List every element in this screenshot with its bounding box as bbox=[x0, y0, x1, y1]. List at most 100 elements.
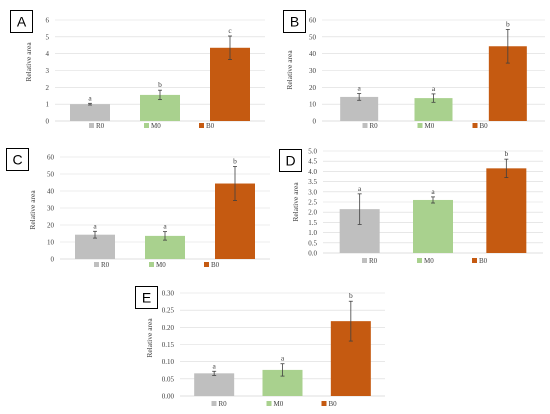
chart-panel-e: E Relative area 0.00 0.05 0.10 0.15 0.20 0.25… bbox=[135, 286, 385, 408]
legend-swatch-m0 bbox=[417, 258, 422, 263]
legend-swatch-b0 bbox=[204, 262, 209, 267]
legend-label-b0: B0 bbox=[211, 261, 220, 269]
legend-label-b0: B0 bbox=[329, 400, 338, 408]
panel-label: B bbox=[290, 14, 299, 30]
y-tick-label: 10 bbox=[309, 101, 317, 109]
legend-label-b0: B0 bbox=[206, 122, 215, 130]
y-tick-label: 0.15 bbox=[162, 341, 175, 349]
bar-b0 bbox=[210, 47, 250, 121]
y-ticks: 0.00 0.05 0.10 0.15 0.20 0.25 0.30 bbox=[162, 290, 175, 401]
y-axis-label: Relative area bbox=[28, 190, 37, 230]
y-tick-label: 2 bbox=[46, 84, 50, 92]
significance-label: b bbox=[504, 149, 508, 158]
significance-label: b bbox=[506, 19, 510, 28]
panel-label: A bbox=[17, 14, 27, 30]
legend-label-m0: M0 bbox=[156, 261, 166, 269]
y-tick-label: 30 bbox=[309, 67, 317, 75]
legend-swatch-r0 bbox=[362, 123, 368, 128]
y-tick-label: 40 bbox=[47, 188, 55, 196]
y-tick-label: 5.0 bbox=[308, 148, 317, 156]
y-tick-label: 50 bbox=[309, 33, 317, 41]
y-ticks: 0 10 20 30 40 50 60 bbox=[309, 17, 317, 126]
legend-swatch-m0 bbox=[266, 401, 272, 406]
bar-m0 bbox=[145, 235, 185, 259]
legend-swatch-r0 bbox=[362, 258, 367, 263]
y-tick-label: 3.5 bbox=[308, 178, 317, 186]
legend: R0 M0 B0 bbox=[362, 257, 488, 265]
panel-label-box bbox=[279, 149, 302, 172]
significance-label: a bbox=[431, 187, 435, 196]
chart-panel-b: B Relative area 0 10 20 30 40 50 60 a a b R0 M0 B0 bbox=[283, 10, 545, 130]
bars: a b c bbox=[70, 26, 250, 121]
panel-label: C bbox=[12, 152, 22, 168]
panel-label-box bbox=[135, 286, 158, 309]
y-ticks: 0 1 2 3 4 5 6 bbox=[46, 17, 50, 126]
y-ticks: 0.0 0.5 1.0 1.5 2.0 2.5 3.0 3.5 4.0 4.5 5.0 bbox=[308, 148, 317, 258]
y-tick-label: 0 bbox=[46, 118, 50, 126]
y-tick-label: 0.0 bbox=[308, 250, 317, 258]
legend-swatch-b0 bbox=[321, 401, 327, 406]
significance-label: a bbox=[88, 93, 92, 102]
significance-label: a bbox=[212, 361, 216, 370]
chart-panel-a: A Relative area 0 1 2 3 4 5 6 a b c R0 M0 B0 bbox=[10, 10, 265, 130]
legend-swatch-b0 bbox=[199, 123, 204, 128]
y-tick-label: 1 bbox=[46, 101, 50, 109]
legend-swatch-r0 bbox=[94, 262, 99, 267]
y-tick-label: 3.0 bbox=[308, 188, 317, 196]
y-tick-label: 4.5 bbox=[308, 158, 317, 166]
y-tick-label: 0.30 bbox=[162, 290, 175, 298]
y-tick-label: 6 bbox=[46, 17, 50, 25]
chart-panel-c: C Relative area 0 10 20 30 40 50 60 a a b R0 M0 B0 bbox=[6, 148, 270, 269]
y-tick-label: 0 bbox=[51, 256, 55, 264]
legend-label-b0: B0 bbox=[480, 122, 489, 130]
legend-label-m0: M0 bbox=[274, 400, 284, 408]
y-tick-label: 2.0 bbox=[308, 209, 317, 217]
legend-label-r0: R0 bbox=[96, 122, 105, 130]
y-tick-label: 1.0 bbox=[308, 229, 317, 237]
legend-swatch-r0 bbox=[89, 123, 94, 128]
y-tick-label: 4.0 bbox=[308, 168, 317, 176]
y-tick-label: 1.5 bbox=[308, 219, 317, 227]
y-axis-label: Relative area bbox=[291, 182, 300, 222]
y-axis-label: Relative area bbox=[285, 50, 294, 90]
y-tick-label: 0.00 bbox=[162, 393, 175, 401]
legend-label-r0: R0 bbox=[370, 122, 379, 130]
significance-label: a bbox=[432, 84, 436, 93]
bar-r0 bbox=[70, 104, 110, 121]
y-tick-label: 0.10 bbox=[162, 358, 175, 366]
legend-swatch-b0 bbox=[472, 258, 477, 263]
legend-label-m0: M0 bbox=[425, 122, 435, 130]
legend-label-m0: M0 bbox=[151, 122, 161, 130]
y-axis-label: Relative area bbox=[145, 318, 154, 358]
y-axis-label: Relative area bbox=[24, 42, 33, 82]
bars: a a b bbox=[340, 19, 527, 122]
legend-swatch-m0 bbox=[417, 123, 423, 128]
legend-label-r0: R0 bbox=[219, 400, 228, 408]
legend-swatch-b0 bbox=[472, 123, 478, 128]
bars: a a b bbox=[339, 149, 527, 253]
legend-label-b0: B0 bbox=[479, 257, 488, 265]
y-tick-label: 40 bbox=[309, 50, 317, 58]
y-tick-label: 20 bbox=[309, 84, 317, 92]
legend-swatch-m0 bbox=[144, 123, 149, 128]
y-tick-label: 5 bbox=[46, 33, 50, 41]
y-ticks: 0 10 20 30 40 50 60 bbox=[47, 154, 55, 264]
y-tick-label: 0.20 bbox=[162, 324, 175, 332]
y-tick-label: 0 bbox=[313, 118, 317, 126]
significance-label: b bbox=[349, 291, 353, 300]
legend: R0 M0 B0 bbox=[362, 122, 489, 130]
bar-r0 bbox=[340, 96, 379, 121]
bar-m0 bbox=[414, 98, 453, 121]
bars: a a b bbox=[194, 291, 371, 396]
panel-label: E bbox=[142, 290, 151, 306]
y-tick-label: 20 bbox=[47, 222, 55, 230]
legend: R0 M0 B0 bbox=[94, 261, 220, 269]
y-tick-label: 0.05 bbox=[162, 375, 175, 383]
y-tick-label: 30 bbox=[47, 205, 55, 213]
bar-m0 bbox=[413, 199, 453, 253]
significance-label: b bbox=[233, 157, 237, 166]
y-tick-label: 0.25 bbox=[162, 307, 175, 315]
significance-label: a bbox=[281, 354, 285, 363]
legend: R0 M0 B0 bbox=[89, 122, 215, 130]
y-tick-label: 2.5 bbox=[308, 199, 317, 207]
